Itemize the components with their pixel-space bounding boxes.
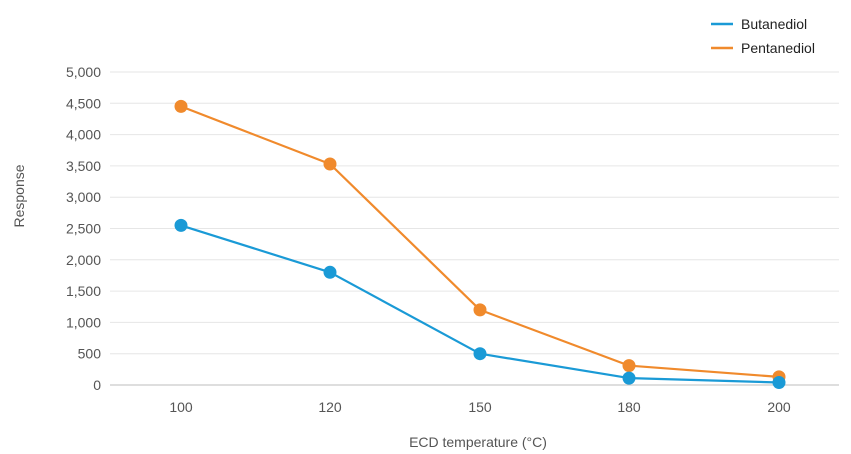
data-point-butanediol bbox=[473, 347, 487, 361]
y-tick-label: 2,000 bbox=[66, 252, 101, 268]
data-point-pentanediol bbox=[323, 157, 337, 171]
y-tick-label: 1,500 bbox=[66, 283, 101, 299]
x-axis-tick-labels: 100 120 150 180 200 bbox=[169, 399, 791, 415]
data-point-pentanediol bbox=[622, 359, 636, 373]
y-tick-label: 2,500 bbox=[66, 221, 101, 237]
series-line-pentanediol bbox=[180, 105, 780, 378]
y-tick-label: 4,000 bbox=[66, 127, 101, 143]
x-tick-label: 100 bbox=[169, 399, 193, 415]
data-point-butanediol bbox=[323, 265, 337, 279]
legend-label: Butanediol bbox=[741, 16, 807, 32]
y-axis-tick-labels: 0 500 1,000 1,500 2,000 2,500 3,000 3,500 4,000 4… bbox=[66, 64, 101, 393]
y-axis-title: Response bbox=[11, 164, 27, 227]
y-tick-label: 4,500 bbox=[66, 95, 101, 111]
data-point-pentanediol bbox=[174, 99, 188, 113]
x-tick-label: 150 bbox=[468, 399, 492, 415]
x-tick-label: 200 bbox=[767, 399, 791, 415]
x-tick-label: 120 bbox=[318, 399, 342, 415]
series-layer bbox=[174, 99, 786, 389]
data-point-butanediol bbox=[174, 218, 188, 232]
y-tick-label: 5,000 bbox=[66, 64, 101, 80]
y-tick-label: 1,000 bbox=[66, 314, 101, 330]
data-point-butanediol bbox=[622, 371, 636, 385]
legend-label: Pentanediol bbox=[741, 40, 815, 56]
x-tick-label: 180 bbox=[617, 399, 641, 415]
gridlines bbox=[110, 71, 839, 386]
legend: Butanediol Pentanediol bbox=[711, 16, 815, 56]
data-point-butanediol bbox=[772, 376, 786, 389]
data-point-pentanediol bbox=[473, 303, 487, 317]
x-axis-title: ECD temperature (°C) bbox=[409, 434, 547, 450]
y-tick-label: 500 bbox=[78, 346, 102, 362]
y-tick-label: 0 bbox=[93, 377, 101, 393]
y-tick-label: 3,500 bbox=[66, 158, 101, 174]
y-tick-label: 3,000 bbox=[66, 189, 101, 205]
